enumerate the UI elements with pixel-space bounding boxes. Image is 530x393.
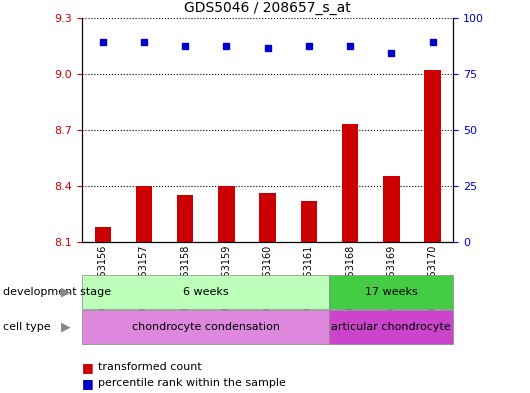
Text: percentile rank within the sample: percentile rank within the sample bbox=[98, 378, 286, 388]
Bar bbox=[342, 124, 358, 242]
Text: cell type: cell type bbox=[3, 322, 50, 332]
Bar bbox=[218, 185, 235, 242]
Title: GDS5046 / 208657_s_at: GDS5046 / 208657_s_at bbox=[184, 1, 351, 15]
Text: articular chondrocyte: articular chondrocyte bbox=[331, 322, 451, 332]
Text: chondrocyte condensation: chondrocyte condensation bbox=[132, 322, 280, 332]
Bar bbox=[425, 70, 441, 242]
Text: ▶: ▶ bbox=[61, 285, 71, 298]
Text: 6 weeks: 6 weeks bbox=[183, 287, 228, 297]
Text: ■: ■ bbox=[82, 376, 94, 390]
Text: 17 weeks: 17 weeks bbox=[365, 287, 418, 297]
Bar bbox=[383, 176, 400, 242]
Bar bbox=[136, 185, 152, 242]
Bar bbox=[259, 193, 276, 242]
Text: ■: ■ bbox=[82, 361, 94, 374]
Bar bbox=[177, 195, 193, 242]
Text: development stage: development stage bbox=[3, 287, 111, 297]
Bar bbox=[301, 200, 317, 242]
Bar bbox=[94, 227, 111, 242]
Text: ▶: ▶ bbox=[61, 321, 71, 334]
Text: transformed count: transformed count bbox=[98, 362, 202, 373]
